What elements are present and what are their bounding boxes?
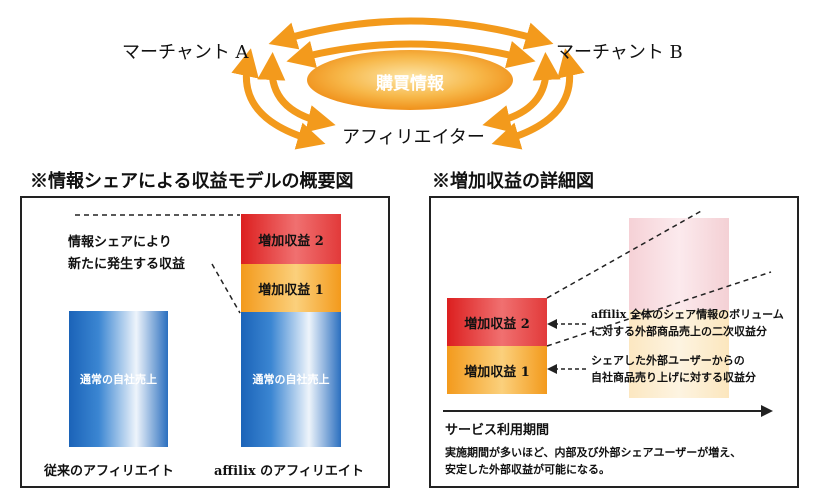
annotation: 情報シェアにより 新たに発生する収益 bbox=[68, 232, 185, 276]
axis-label: サービス利用期間 bbox=[445, 423, 550, 438]
cycle-diagram bbox=[231, 17, 585, 150]
arrow-a-b-outer bbox=[268, 17, 554, 50]
note-revenue-2: affilix 全体のシェア情報のボリューム に対する外部商品売上の二次収益分 bbox=[591, 306, 784, 340]
left-dashed-lines bbox=[75, 214, 241, 314]
affilix-sales-label: 通常の自社売上 bbox=[252, 373, 330, 386]
increase-revenue-2-block: 増加収益 2 bbox=[241, 214, 341, 264]
affilix-sales-bar: 通常の自社売上 bbox=[241, 312, 341, 447]
affiliator-label: アフィリエイター bbox=[342, 127, 485, 148]
increase-revenue-1-label: 増加収益 1 bbox=[258, 283, 324, 298]
right-section-title: ※増加収益の詳細図 bbox=[432, 171, 594, 192]
center-ellipse bbox=[307, 50, 513, 110]
description-line-1: 実施期間が多いほど、内部及び外部シェアユーザーが増え、 bbox=[445, 446, 742, 459]
note-revenue-2-line-2: に対する外部商品売上の二次収益分 bbox=[591, 325, 767, 338]
merchant-a-label: マーチャント A bbox=[122, 42, 249, 63]
description-line-2: 安定した外部収益が可能になる。 bbox=[445, 463, 610, 476]
note-revenue-1: シェアした外部ユーザーからの 自社商品売り上げに対する収益分 bbox=[591, 352, 756, 386]
purchase-info-label: 購買情報 bbox=[376, 74, 444, 94]
left-section-title: ※情報シェアによる収益モデルの概要図 bbox=[30, 171, 354, 192]
increase-revenue-1-block: 増加収益 1 bbox=[241, 264, 341, 312]
note-revenue-1-line-2: 自社商品売り上げに対する収益分 bbox=[591, 371, 756, 384]
increase-revenue-2-label: 増加収益 2 bbox=[258, 234, 324, 249]
detail-revenue-1-label: 増加収益 1 bbox=[464, 365, 530, 380]
annotation-line-2: 新たに発生する収益 bbox=[68, 257, 186, 272]
arrow-a-aff-inner bbox=[257, 52, 336, 133]
caption-conventional: 従来のアフィリエイト bbox=[44, 464, 174, 479]
conventional-sales-label: 通常の自社売上 bbox=[80, 373, 157, 386]
description: 実施期間が多いほど、内部及び外部シェアユーザーが増え、 安定した外部収益が可能に… bbox=[445, 444, 741, 478]
detail-revenue-2-label: 増加収益 2 bbox=[464, 317, 530, 332]
caption-affilix: affilix のアフィリエイト bbox=[214, 464, 364, 479]
annotation-line-1: 情報シェアにより bbox=[68, 235, 172, 250]
left-panel: 情報シェアにより 新たに発生する収益 通常の自社売上 増加収益 2 増加収益 1… bbox=[20, 196, 390, 488]
merchant-b-label: マーチャント B bbox=[556, 42, 683, 63]
future-revenue-2-block bbox=[629, 218, 729, 310]
conventional-sales-bar: 通常の自社売上 bbox=[69, 311, 168, 447]
note-revenue-1-line-1: シェアした外部ユーザーからの bbox=[591, 354, 745, 367]
arrow-b-aff-inner bbox=[482, 52, 561, 133]
note-revenue-2-line-1: affilix 全体のシェア情報のボリューム bbox=[591, 308, 784, 321]
right-panel: 増加収益 2 増加収益 1 affilix 全体のシェア情報のボリューム に対す… bbox=[429, 196, 799, 488]
detail-revenue-2-block: 増加収益 2 bbox=[447, 298, 547, 346]
right-lines bbox=[443, 209, 773, 417]
future-revenue-1-block bbox=[629, 310, 729, 398]
detail-revenue-1-block: 増加収益 1 bbox=[447, 346, 547, 394]
